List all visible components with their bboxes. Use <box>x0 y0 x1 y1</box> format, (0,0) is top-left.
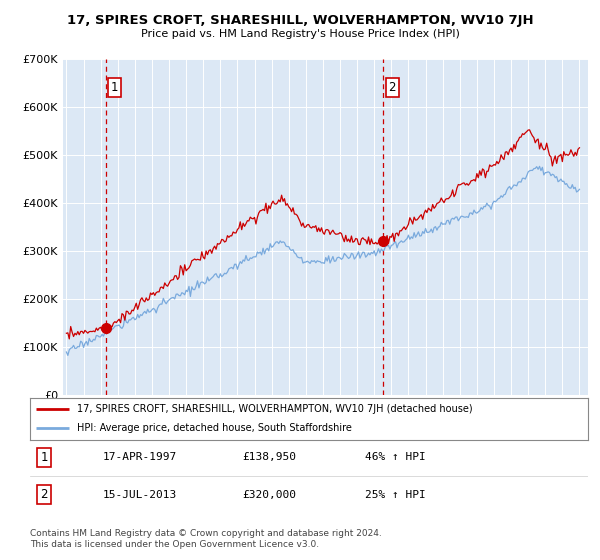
Text: £138,950: £138,950 <box>242 452 296 462</box>
Text: £320,000: £320,000 <box>242 490 296 500</box>
Text: 17, SPIRES CROFT, SHARESHILL, WOLVERHAMPTON, WV10 7JH (detached house): 17, SPIRES CROFT, SHARESHILL, WOLVERHAMP… <box>77 404 473 414</box>
Text: 46% ↑ HPI: 46% ↑ HPI <box>365 452 425 462</box>
Text: 2: 2 <box>40 488 48 501</box>
Text: 17, SPIRES CROFT, SHARESHILL, WOLVERHAMPTON, WV10 7JH: 17, SPIRES CROFT, SHARESHILL, WOLVERHAMP… <box>67 14 533 27</box>
Text: HPI: Average price, detached house, South Staffordshire: HPI: Average price, detached house, Sout… <box>77 423 352 433</box>
Text: 25% ↑ HPI: 25% ↑ HPI <box>365 490 425 500</box>
Text: 1: 1 <box>111 81 118 94</box>
Text: Contains HM Land Registry data © Crown copyright and database right 2024.
This d: Contains HM Land Registry data © Crown c… <box>30 529 382 549</box>
Text: 17-APR-1997: 17-APR-1997 <box>103 452 177 462</box>
Text: 2: 2 <box>389 81 396 94</box>
Text: Price paid vs. HM Land Registry's House Price Index (HPI): Price paid vs. HM Land Registry's House … <box>140 29 460 39</box>
Text: 15-JUL-2013: 15-JUL-2013 <box>103 490 177 500</box>
Text: 1: 1 <box>40 451 48 464</box>
